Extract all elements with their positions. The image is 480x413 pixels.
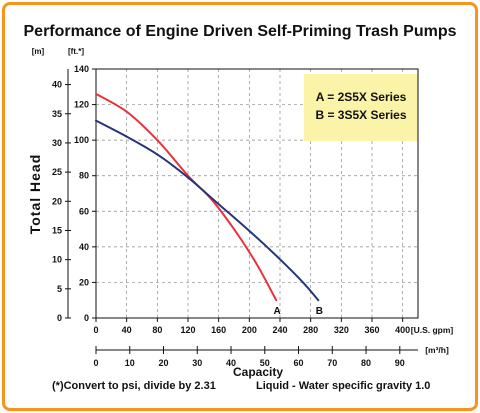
y-tick-label-meters: 20 bbox=[52, 196, 62, 206]
x-tick-label-gpm: 320 bbox=[334, 325, 349, 335]
x-tick-label-gpm: 200 bbox=[242, 325, 257, 335]
y-axis-label: Total Head bbox=[27, 154, 43, 235]
x-tick-label-gpm: 40 bbox=[122, 325, 132, 335]
chart-title: Performance of Engine Driven Self-Primin… bbox=[24, 23, 457, 40]
x-tick-label-m3h: 20 bbox=[159, 358, 169, 368]
y-tick-label-meters: 5 bbox=[57, 284, 62, 294]
series-label-a: A bbox=[274, 306, 281, 317]
x-tick-label-m3h: 30 bbox=[192, 358, 202, 368]
y-tick-label-feet: 100 bbox=[74, 135, 89, 145]
x-tick-label-gpm: 80 bbox=[152, 325, 162, 335]
series-label-b: B bbox=[316, 306, 323, 317]
y-tick-label-meters: 15 bbox=[52, 225, 62, 235]
y-ticks-meters: 0 5 10 15 20 25 30 35 40 bbox=[52, 69, 71, 323]
x-tick-label-gpm: 0 bbox=[93, 325, 98, 335]
legend-entry-b: B = 3S5X Series bbox=[315, 108, 406, 122]
y-tick-label-meters: 0 bbox=[57, 313, 62, 323]
x-tick-label-gpm: 160 bbox=[211, 325, 226, 335]
y-tick-label-feet: 0 bbox=[84, 313, 89, 323]
legend: A = 2S5X Series B = 3S5X Series bbox=[304, 74, 418, 141]
x-tick-label-gpm: 280 bbox=[303, 325, 318, 335]
x-ticks-gpm: 0 40 80 120 160 200 240 280 320 360 400 bbox=[93, 318, 410, 335]
x-tick-label-m3h: 60 bbox=[294, 358, 304, 368]
y-tick-label-feet: 40 bbox=[79, 242, 89, 252]
y-tick-label-meters: 25 bbox=[52, 167, 62, 177]
y-tick-label-meters: 40 bbox=[52, 80, 62, 90]
x-tick-label-m3h: 10 bbox=[125, 358, 135, 368]
y-tick-label-feet: 120 bbox=[74, 100, 89, 110]
y-tick-label-feet: 60 bbox=[79, 206, 89, 216]
x-tick-label-m3h: 50 bbox=[260, 358, 270, 368]
x-unit-m3h: [m³/h] bbox=[425, 345, 449, 355]
x-tick-label-m3h: 70 bbox=[327, 358, 337, 368]
x-tick-label-m3h: 90 bbox=[395, 358, 405, 368]
x-tick-label-m3h: 80 bbox=[361, 358, 371, 368]
y-tick-label-meters: 10 bbox=[52, 255, 62, 265]
x-tick-label-gpm: 120 bbox=[180, 325, 195, 335]
y-unit-meters: [m] bbox=[32, 47, 45, 56]
y-ticks-feet: 0 20 40 60 80 100 120 140 bbox=[74, 64, 96, 323]
x-axis-label: Capacity bbox=[233, 365, 283, 379]
x-ticks-m3h: 0 10 20 30 40 50 60 70 80 90 bbox=[93, 346, 405, 368]
plot-area-border bbox=[95, 68, 419, 319]
y-tick-label-feet: 140 bbox=[74, 64, 89, 74]
x-tick-label-m3h: 40 bbox=[226, 358, 236, 368]
footnote-psi: (*)Convert to psi, divide by 2.31 bbox=[52, 380, 216, 392]
y-tick-label-meters: 35 bbox=[52, 109, 62, 119]
x-tick-label-gpm: 360 bbox=[364, 325, 379, 335]
y-tick-label-feet: 20 bbox=[79, 277, 89, 287]
x-unit-gpm: [U.S. gpm] bbox=[411, 325, 454, 335]
legend-background bbox=[304, 74, 418, 141]
footnote-liquid: Liquid - Water specific gravity 1.0 bbox=[256, 380, 430, 392]
x-tick-label-m3h: 0 bbox=[93, 358, 98, 368]
y-unit-feet: [ft.*] bbox=[68, 47, 84, 56]
x-tick-label-gpm: 240 bbox=[272, 325, 287, 335]
y-tick-label-meters: 30 bbox=[52, 138, 62, 148]
y-tick-label-feet: 80 bbox=[79, 171, 89, 181]
legend-entry-a: A = 2S5X Series bbox=[316, 90, 407, 104]
series-line-b bbox=[95, 119, 320, 302]
x-tick-label-gpm: 400 bbox=[395, 325, 410, 335]
